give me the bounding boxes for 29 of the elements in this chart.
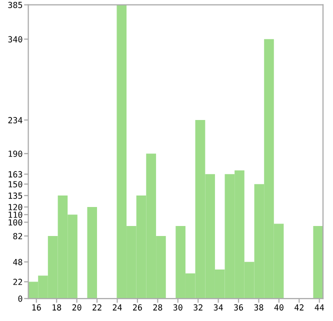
x-tick-label: 40 (274, 304, 284, 311)
y-tick-label: 163 (8, 171, 22, 178)
x-tick-label: 16 (32, 304, 41, 311)
y-tick-label: 234 (8, 117, 22, 124)
x-tick-label: 36 (234, 304, 243, 311)
x-tick-label: 20 (72, 304, 82, 311)
y-tick-label: 82 (13, 232, 22, 240)
x-tick-label: 42 (294, 304, 304, 310)
x-tick-label: 26 (133, 304, 142, 311)
x-tick-label: 34 (214, 304, 223, 311)
y-tick-label: 22 (13, 278, 22, 285)
y-tick-label: 190 (8, 150, 22, 157)
x-tick-label: 38 (254, 304, 264, 311)
y-tick-label: 150 (8, 181, 22, 188)
y-tick-label: 100 (8, 219, 22, 226)
y-tick-label: 340 (8, 36, 22, 42)
x-tick-label: 28 (153, 304, 162, 311)
x-tick-label: 22 (92, 304, 102, 310)
y-tick-label: 135 (8, 192, 22, 199)
x-tick-label: 18 (52, 304, 62, 311)
x-tick-label: 30 (173, 304, 182, 311)
x-tick-label: 24 (112, 304, 122, 310)
y-tick-label: 120 (8, 204, 22, 210)
y-tick-label: 0 (18, 296, 22, 302)
y-tick-label: 385 (8, 2, 22, 8)
x-tick-label: 44 (314, 304, 324, 310)
y-tick-label: 110 (8, 212, 22, 218)
x-tick-label: 32 (194, 304, 202, 311)
y-tick-label: 48 (13, 258, 22, 266)
